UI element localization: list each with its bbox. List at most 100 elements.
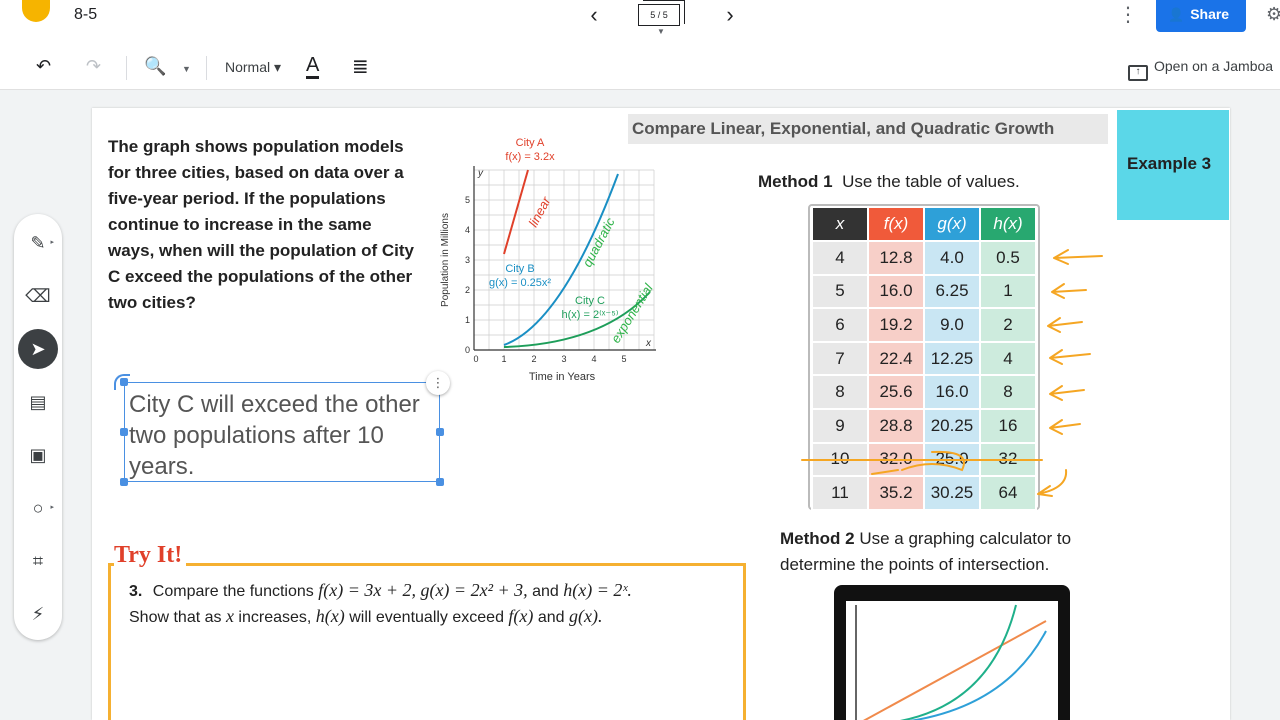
svg-text:0: 0 bbox=[465, 345, 470, 355]
svg-text:1: 1 bbox=[465, 315, 470, 325]
toolbar-divider bbox=[206, 56, 207, 80]
select-pointer-icon[interactable]: ➤ bbox=[18, 329, 58, 369]
undo-icon[interactable]: ↶ bbox=[36, 56, 52, 76]
header-g: g(x) bbox=[923, 206, 981, 242]
arrow-annotation bbox=[1049, 385, 1085, 401]
question-text: The graph shows population models for th… bbox=[108, 137, 415, 312]
image-icon[interactable]: ▣ bbox=[29, 445, 47, 465]
text-align-icon[interactable]: ≣ bbox=[352, 56, 369, 78]
arrow-annotation bbox=[1049, 419, 1081, 435]
zoom-chevron-down-icon[interactable]: ▼ bbox=[182, 64, 191, 74]
toolbar-divider bbox=[126, 56, 127, 80]
more-options-icon[interactable]: ⋮ bbox=[1118, 4, 1138, 26]
city-a-label: City A bbox=[516, 137, 545, 149]
table-row: 5 16.0 6.25 1 bbox=[811, 273, 1037, 310]
compare-title-banner: Compare Linear, Exponential, and Quadrat… bbox=[628, 114, 1108, 144]
calc-quadratic-curve bbox=[909, 630, 1047, 720]
header-h: h(x) bbox=[979, 206, 1037, 242]
frame-indicator[interactable]: 5 / 5 bbox=[638, 4, 680, 26]
underline-annotation bbox=[871, 469, 899, 475]
answer-text[interactable]: City C will exceed the other two populat… bbox=[129, 391, 420, 480]
text-style-dropdown[interactable]: Normal ▾ bbox=[225, 59, 282, 75]
calc-linear-line bbox=[863, 620, 1047, 720]
redo-icon[interactable]: ↷ bbox=[86, 56, 102, 76]
example-tab: Example 3 bbox=[1117, 110, 1229, 220]
table-row: 11 35.2 30.25 64 bbox=[811, 475, 1037, 511]
circle-annotation bbox=[901, 450, 965, 472]
eraser-icon[interactable]: ⌫ bbox=[25, 286, 51, 306]
person-add-icon: 👤 bbox=[1168, 7, 1185, 22]
svg-text:5: 5 bbox=[621, 354, 626, 364]
text-color-button[interactable]: A bbox=[306, 54, 320, 79]
arrow-annotation bbox=[1047, 317, 1083, 333]
svg-text:1: 1 bbox=[501, 354, 506, 364]
graphing-calculator-image bbox=[834, 585, 1070, 720]
calculator-screen bbox=[846, 601, 1058, 720]
jamboard-canvas[interactable]: The graph shows population models for th… bbox=[92, 108, 1230, 720]
table-row: 9 28.8 20.25 16 bbox=[811, 407, 1037, 444]
laser-icon[interactable]: ⚡ bbox=[31, 604, 45, 624]
calculator-graph bbox=[855, 604, 1047, 720]
text-box-icon[interactable]: ⌗ bbox=[32, 551, 44, 571]
previous-frame-button[interactable]: ‹ bbox=[590, 2, 598, 27]
table-row: 8 25.6 16.0 8 bbox=[811, 374, 1037, 410]
settings-gear-icon[interactable]: ⚙ bbox=[1266, 4, 1280, 24]
svg-text:0: 0 bbox=[473, 354, 478, 364]
calc-exponential-curve bbox=[899, 604, 1017, 720]
table-row: 4 12.8 4.0 0.5 bbox=[811, 240, 1037, 276]
method-1-text: Method 1 Use the table of values. bbox=[758, 172, 1020, 191]
tool-sidebar: ✎ ▸ ⌫ ➤ ▤ ▣ ○ ▸ ⌗ ⚡ bbox=[14, 214, 62, 640]
resize-handle-bottom-right[interactable] bbox=[436, 478, 444, 486]
upload-screen-icon: ↑ bbox=[1128, 65, 1148, 81]
arrow-annotation bbox=[1053, 249, 1103, 265]
graph-grid bbox=[473, 169, 655, 350]
table-header-row: x f(x) g(x) h(x) bbox=[811, 206, 1037, 242]
answer-text-box[interactable]: City C will exceed the other two populat… bbox=[120, 378, 444, 486]
svg-text:2: 2 bbox=[531, 354, 536, 364]
example-label: Example 3 bbox=[1127, 154, 1212, 173]
city-c-equation: h(x) = 2⁽ˣ⁻⁵⁾ bbox=[562, 309, 619, 321]
y-axis-title: Population in Millions bbox=[440, 213, 451, 307]
share-button[interactable]: 👤 Share bbox=[1156, 0, 1246, 32]
table-row: 6 19.2 9.0 2 bbox=[811, 307, 1037, 343]
city-b-equation: g(x) = 0.25x² bbox=[489, 277, 551, 289]
next-frame-button[interactable]: › bbox=[726, 2, 734, 27]
svg-text:2: 2 bbox=[465, 285, 470, 295]
rotate-handle[interactable] bbox=[114, 374, 130, 390]
table-annotations bbox=[801, 249, 1103, 497]
resize-handle-left[interactable] bbox=[120, 428, 128, 436]
resize-handle-right[interactable] bbox=[436, 428, 444, 436]
population-graph: y x 0 1 2 3 4 5 0 1 2 3 4 5 Population i… bbox=[440, 137, 656, 383]
city-b-curve bbox=[503, 173, 619, 346]
header-f: f(x) bbox=[867, 206, 925, 242]
city-c-label: City C bbox=[575, 295, 605, 307]
svg-text:5: 5 bbox=[465, 195, 470, 205]
method-2-text: Method 2 Use a graphing calculator to de… bbox=[780, 529, 1072, 574]
resize-handle-top-left[interactable] bbox=[120, 378, 128, 386]
svg-text:3: 3 bbox=[465, 255, 470, 265]
svg-text:4: 4 bbox=[465, 225, 470, 235]
city-b-label: City B bbox=[505, 263, 534, 275]
pen-icon[interactable]: ✎ ▸ bbox=[30, 233, 54, 253]
x-tick-labels: 0 1 2 3 4 5 bbox=[473, 354, 626, 364]
jamboard-logo-icon[interactable] bbox=[22, 0, 50, 22]
toolbar: ↶ ↷ 🔍 ▼ Normal ▾ A ≣ ↑ Open on a Jamboa bbox=[0, 46, 1280, 90]
zoom-icon[interactable]: 🔍 bbox=[144, 56, 167, 76]
resize-handle-bottom-left[interactable] bbox=[120, 478, 128, 486]
try-it-heading: Try It! bbox=[114, 542, 187, 569]
arrow-annotation bbox=[1051, 283, 1087, 299]
x-var-label: x bbox=[645, 338, 652, 349]
city-a-line bbox=[503, 169, 529, 255]
frame-indicator-chevron-icon[interactable]: ▼ bbox=[657, 27, 665, 36]
open-on-jamboard-button[interactable]: ↑ Open on a Jamboa bbox=[1128, 58, 1273, 81]
circle-shape-icon[interactable]: ○ ▸ bbox=[32, 498, 54, 518]
arrow-annotation bbox=[1049, 349, 1091, 365]
text-box-more-icon[interactable]: ⋮ bbox=[426, 371, 450, 395]
document-title[interactable]: 8-5 bbox=[74, 6, 98, 23]
sticky-note-icon[interactable]: ▤ bbox=[29, 392, 47, 412]
x-axis-title: Time in Years bbox=[529, 371, 596, 383]
top-bar: 8-5 ‹ 5 / 5 ▼ › ⋮ 👤 Share ⚙ bbox=[0, 0, 1280, 46]
frame-stack-decoration bbox=[643, 0, 685, 24]
y-tick-labels: 0 1 2 3 4 5 bbox=[465, 195, 470, 355]
header-x: x bbox=[811, 206, 869, 242]
